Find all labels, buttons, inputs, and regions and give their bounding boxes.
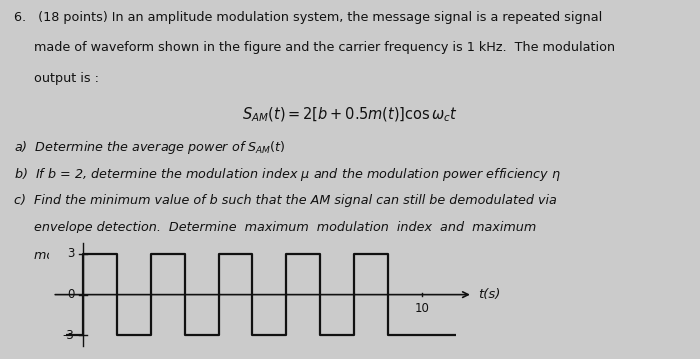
Text: modulation power efficiency based on the resulting b.: modulation power efficiency based on the… xyxy=(14,249,379,262)
Text: $S_{AM}(t) = 2[b + 0.5m(t)]\cos\omega_c t$: $S_{AM}(t) = 2[b + 0.5m(t)]\cos\omega_c … xyxy=(242,106,458,124)
Text: c)  Find the minimum value of b such that the AM signal can still be demodulated: c) Find the minimum value of b such that… xyxy=(14,194,557,207)
Text: 3: 3 xyxy=(67,247,74,260)
Text: 0: 0 xyxy=(67,288,74,301)
Text: a)  Determine the average power of $S_{AM}(t)$: a) Determine the average power of $S_{AM… xyxy=(14,139,286,156)
Text: 6.   (18 points) In an amplitude modulation system, the message signal is a repe: 6. (18 points) In an amplitude modulatio… xyxy=(14,11,602,24)
Text: t(s): t(s) xyxy=(478,288,500,301)
Text: b)  If b = 2, determine the modulation index $\mu$ and the modulation power effi: b) If b = 2, determine the modulation in… xyxy=(14,167,561,183)
Text: made of waveform shown in the figure and the carrier frequency is 1 kHz.  The mo: made of waveform shown in the figure and… xyxy=(14,41,615,54)
Text: envelope detection.  Determine  maximum  modulation  index  and  maximum: envelope detection. Determine maximum mo… xyxy=(14,221,536,234)
Text: 10: 10 xyxy=(414,302,429,315)
Text: -3: -3 xyxy=(63,329,74,342)
Text: output is :: output is : xyxy=(14,72,99,85)
